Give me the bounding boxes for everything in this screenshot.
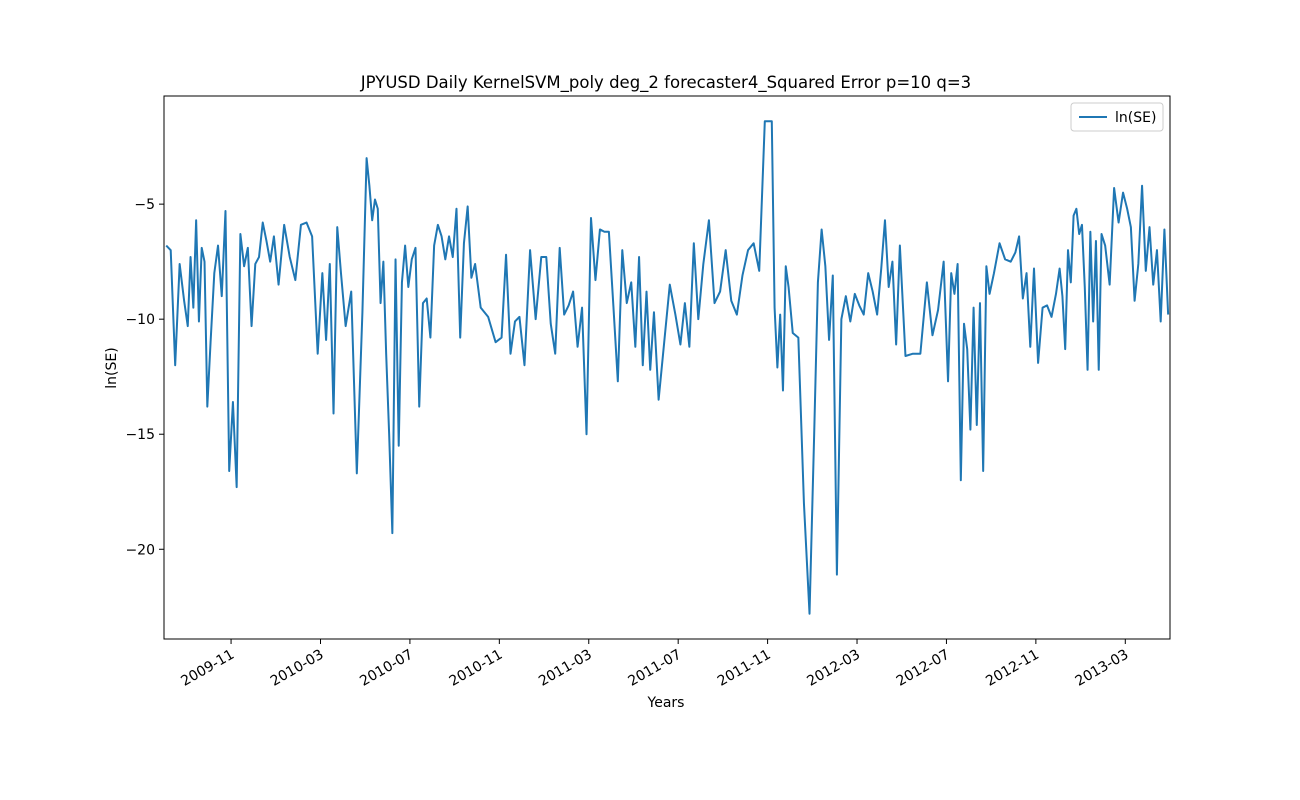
y-axis-label: ln(SE) <box>104 347 120 388</box>
x-tick-label: 2010-07 <box>357 647 416 690</box>
x-tick-label: 2011-11 <box>715 647 774 690</box>
y-tick-label: −5 <box>134 197 155 213</box>
data-line <box>165 120 1170 615</box>
x-tick-label: 2011-03 <box>536 647 595 690</box>
x-tick-label: 2012-03 <box>804 647 863 690</box>
chart-title: JPYUSD Daily KernelSVM_poly deg_2 foreca… <box>360 73 971 93</box>
legend-box <box>1070 102 1164 132</box>
legend-label: ln(SE) <box>1115 110 1156 126</box>
y-tick-label: −10 <box>125 312 155 328</box>
x-tick-label: 2010-11 <box>447 647 506 690</box>
x-tick-label: 2011-07 <box>626 647 685 690</box>
y-tick-label: −20 <box>125 542 155 558</box>
x-tick-label: 2013-03 <box>1073 647 1132 690</box>
x-tick-label: 2009-11 <box>178 647 237 690</box>
x-axis-label: Years <box>647 695 685 711</box>
x-tick-label: 2010-03 <box>268 647 327 690</box>
x-tick-label: 2012-07 <box>894 647 953 690</box>
y-tick-label: −15 <box>125 427 155 443</box>
plot-frame <box>163 95 1171 640</box>
x-tick-label: 2012-11 <box>983 647 1042 690</box>
